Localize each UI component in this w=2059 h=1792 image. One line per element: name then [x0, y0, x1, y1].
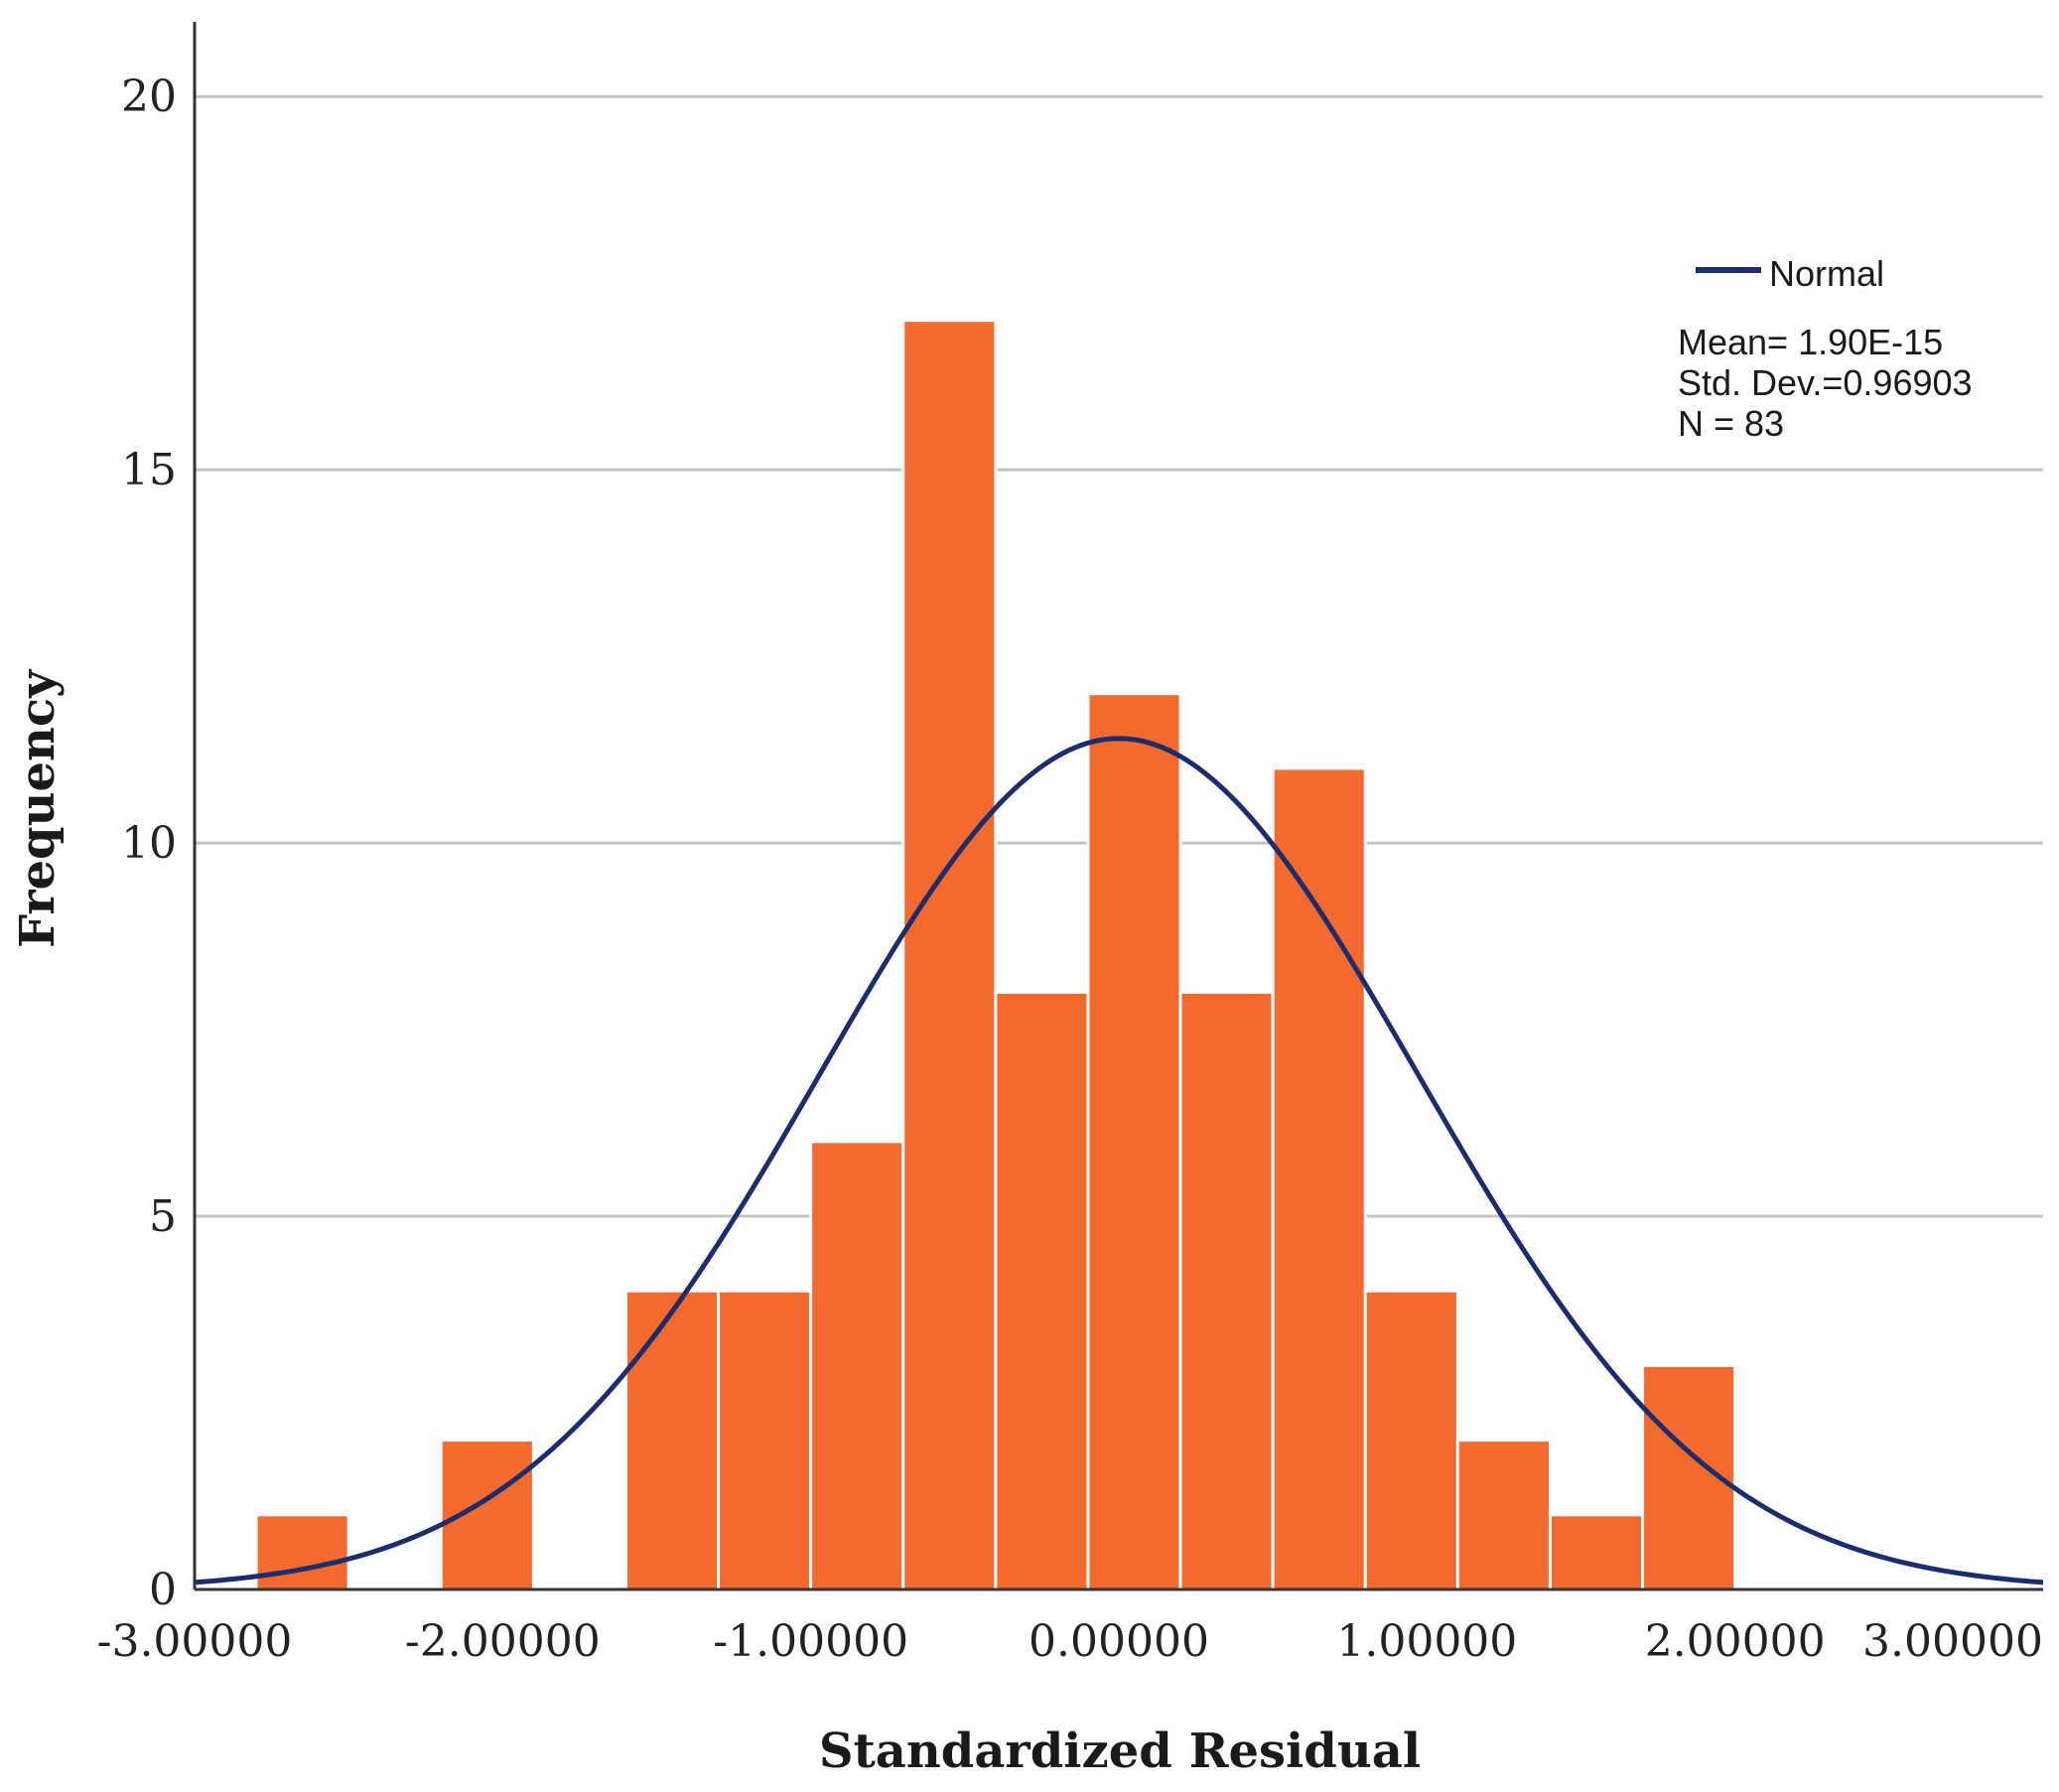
x-axis-title: Standardized Residual	[819, 1723, 1421, 1779]
histogram-bar-6	[809, 1140, 905, 1591]
x-tick-label-4: 1.00000	[1336, 1616, 1517, 1667]
legend-std-dev: Std. Dev.=0.96903	[1678, 362, 1973, 403]
y-tick-label-0: 0	[149, 1565, 177, 1615]
y-tick-label-15: 15	[121, 445, 177, 495]
y-axis-title: Frequency	[10, 668, 66, 948]
legend-mean: Mean= 1.90E-15	[1678, 322, 1943, 362]
histogram-bar-5	[717, 1289, 813, 1591]
x-tick-label-2: -1.00000	[713, 1616, 908, 1667]
x-tick-label-5: 2.00000	[1645, 1616, 1826, 1667]
histogram-bar-4	[623, 1289, 721, 1591]
histogram-bar-0	[254, 1513, 350, 1591]
histogram-bar-10	[1178, 990, 1275, 1591]
legend-n: N = 83	[1678, 403, 1784, 444]
x-tick-label-3: 0.00000	[1029, 1616, 1209, 1667]
x-tick-label-6: 3.00000	[1862, 1616, 2043, 1667]
histogram-bar-8	[994, 990, 1090, 1591]
histogram-bar-14	[1548, 1513, 1645, 1591]
legend: Normal Mean= 1.90E-15 Std. Dev.=0.96903 …	[1678, 253, 1973, 444]
y-tick-labels: 0 5 10 15 20	[121, 71, 177, 1615]
histogram-bar-13	[1455, 1439, 1552, 1591]
histogram-bar-11	[1271, 766, 1367, 1591]
histogram-bar-9	[1086, 692, 1182, 1591]
x-tick-label-0: -3.00000	[97, 1616, 293, 1667]
y-tick-label-5: 5	[149, 1191, 177, 1242]
histogram-bar-2	[439, 1439, 535, 1591]
y-tick-label-20: 20	[121, 71, 177, 122]
normal-curve	[194, 736, 2044, 1585]
histogram-bar-12	[1363, 1289, 1459, 1591]
histogram-bars	[254, 319, 1737, 1591]
legend-normal-label: Normal	[1769, 253, 1884, 294]
x-tick-label-1: -2.00000	[405, 1616, 601, 1667]
y-tick-label-10: 10	[121, 818, 177, 869]
normal-curve-group	[194, 736, 2044, 1585]
histogram-bar-7	[901, 319, 998, 1591]
axes	[193, 22, 2043, 1591]
x-tick-labels: -3.00000 -2.00000 -1.00000 0.00000 1.00000 2.…	[97, 1616, 2043, 1667]
